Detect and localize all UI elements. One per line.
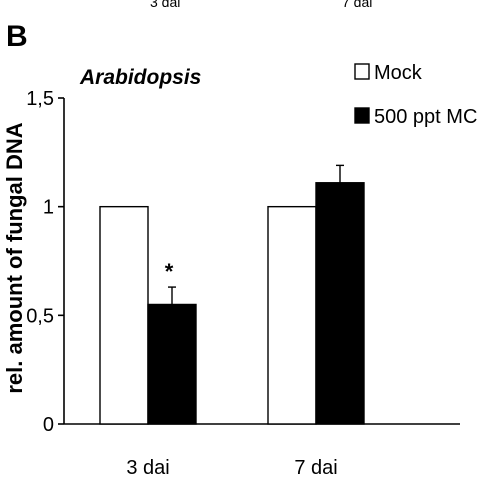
error-bars <box>168 164 344 305</box>
panel-letter: B <box>6 20 28 53</box>
bar-mcp-1 <box>147 303 197 425</box>
bar-mock-1 <box>99 205 149 425</box>
annotations: * <box>165 259 174 284</box>
bar-mcp-2 <box>315 182 365 425</box>
cropped-category-label-right: 7 dai <box>342 0 372 10</box>
legend: Mock 500 ppt MCP <box>354 62 477 128</box>
legend-label: Mock <box>374 62 423 84</box>
cropped-category-label-left: 3 dai <box>150 0 180 10</box>
x-tick-label: 3 dai <box>126 457 169 479</box>
y-tick-label: 0,5 <box>26 305 54 327</box>
x-tick-labels: 3 dai 7 dai <box>126 457 337 479</box>
bars <box>99 182 365 425</box>
x-tick-label: 7 dai <box>294 457 337 479</box>
y-axis-label: rel. amount of fungal DNA <box>2 122 27 393</box>
y-ticks: 0 0,5 1 1,5 <box>26 88 64 436</box>
chart-title: Arabidopsis <box>79 66 201 89</box>
bar-mock-2 <box>267 205 317 425</box>
y-tick-label: 1,5 <box>26 88 54 110</box>
y-tick-label: 1 <box>43 197 54 219</box>
y-tick-label: 0 <box>43 414 54 436</box>
significance-marker: * <box>165 259 174 284</box>
legend-swatch <box>354 63 370 80</box>
legend-swatch <box>354 107 370 124</box>
legend-label: 500 ppt MCP <box>374 106 477 128</box>
